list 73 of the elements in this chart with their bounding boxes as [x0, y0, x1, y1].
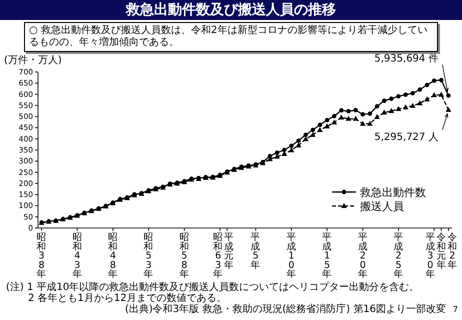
point	[431, 92, 437, 98]
x-tick-label: 昭和38年	[36, 232, 47, 280]
point	[353, 108, 358, 112]
text: (注) 1 平成10年以降の救急出動件数及び搬送人員数についてはヘリコプター出動分を含む。	[6, 282, 420, 293]
point	[310, 132, 316, 137]
point	[368, 111, 372, 116]
point	[360, 120, 366, 126]
point	[374, 114, 380, 120]
point	[302, 136, 308, 142]
point	[339, 108, 344, 113]
point	[438, 92, 444, 97]
point	[318, 122, 322, 128]
point	[310, 128, 316, 132]
x-tick-label: 昭和43年	[72, 232, 82, 280]
x-tick-label: 平成元年	[224, 232, 234, 271]
point	[403, 92, 408, 97]
x-tick-label: 令和元年	[436, 231, 446, 271]
point	[432, 78, 436, 83]
point	[417, 100, 423, 106]
point	[389, 96, 394, 101]
point	[288, 147, 294, 152]
point	[396, 106, 402, 111]
point	[303, 132, 308, 138]
point	[410, 102, 416, 108]
point	[382, 98, 386, 103]
point	[424, 82, 430, 88]
point	[289, 144, 294, 148]
x-tick-label: 平成10年	[286, 232, 296, 280]
x-tick-label: 平成30年	[425, 232, 436, 280]
point	[331, 119, 338, 124]
point	[296, 138, 301, 143]
point	[424, 96, 430, 102]
x-tick-label: 昭和58年	[179, 232, 190, 280]
legend-label: 搬送人員	[360, 200, 404, 213]
point	[274, 150, 280, 155]
point	[418, 87, 422, 92]
text: 2 各年とも1月から12月までの数値である。	[27, 293, 228, 304]
point	[352, 116, 358, 121]
y-axis-title: (万件・万人)	[4, 55, 62, 66]
point	[374, 104, 380, 109]
point	[338, 114, 344, 120]
x-tick-label: 昭和53年	[144, 232, 154, 280]
text: (出典)令和3年版 救急・救助の現況(総務省消防庁) 第16図より一部改変	[124, 304, 446, 315]
point	[317, 126, 323, 132]
annotation: 5,295,727 人	[374, 132, 438, 143]
x-tick-label: 令和2年	[447, 231, 458, 271]
chart-title: 救急出動件数及び搬送人員の推移	[0, 0, 462, 20]
point	[332, 114, 336, 118]
point	[439, 78, 444, 82]
point	[346, 109, 351, 114]
point	[388, 108, 394, 113]
chart-subtitle: ○ 救急出動件数及び搬送人員数は、令和2年は新型コロナの影響等により若干減少しているものの、年々増加傾向である。	[24, 22, 438, 52]
point	[367, 120, 373, 126]
point	[402, 104, 408, 110]
x-tick-label: 平成20年	[358, 232, 368, 280]
point	[410, 90, 415, 96]
point	[446, 93, 451, 98]
point	[324, 123, 330, 128]
x-tick-label: 平成15年	[322, 232, 332, 280]
point	[360, 112, 365, 117]
point	[296, 142, 302, 148]
point	[396, 94, 401, 98]
text: 7	[452, 304, 458, 315]
legend-label: 救急出動件数	[359, 186, 426, 199]
x-tick-label: 昭和63年	[213, 232, 224, 280]
point	[446, 106, 452, 112]
annotation: 5,935,694 件	[374, 54, 438, 65]
point	[346, 116, 352, 121]
point	[282, 148, 286, 152]
x-tick-label: 平成5年	[250, 232, 261, 271]
x-tick-label: 平成25年	[393, 232, 404, 280]
point	[324, 118, 330, 122]
x-tick-label: 昭和48年	[108, 232, 118, 280]
